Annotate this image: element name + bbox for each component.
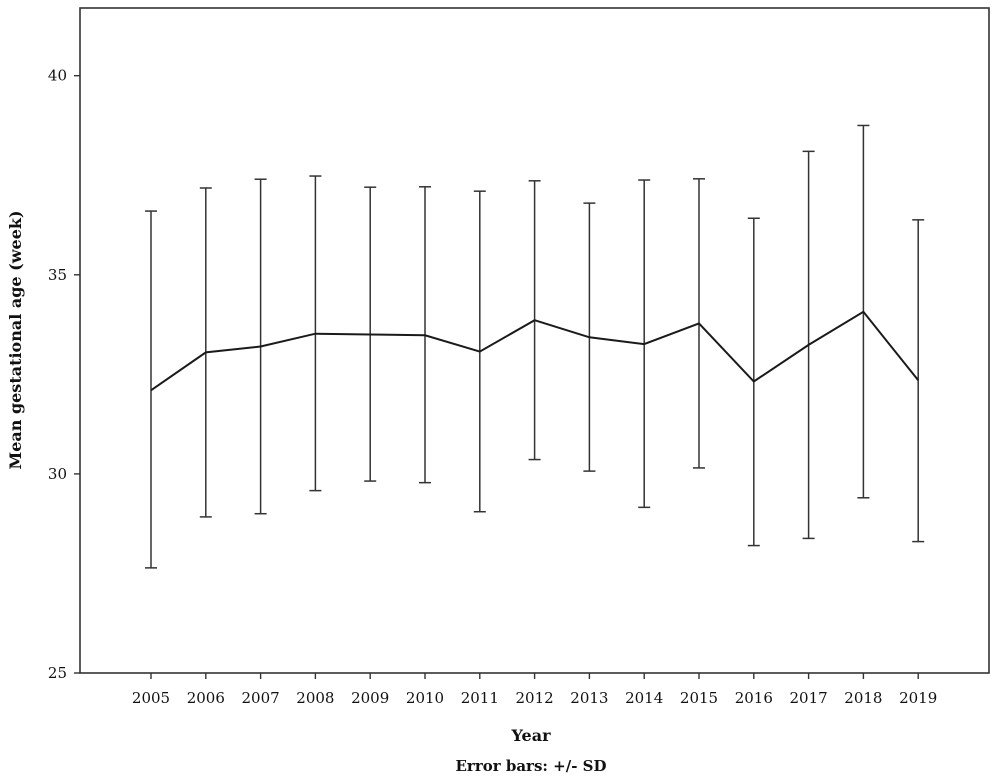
x-tick-label: 2015 <box>680 689 718 707</box>
series-line <box>150 310 919 392</box>
x-tick-label: 2005 <box>132 689 170 707</box>
x-tick-label: 2014 <box>625 689 663 707</box>
x-tick-label: 2017 <box>790 689 828 707</box>
x-tick-label: 2008 <box>296 689 334 707</box>
y-axis-title: Mean gestational age (week) <box>6 210 25 469</box>
y-tick-label: 30 <box>48 465 67 483</box>
y-tick-label: 35 <box>48 266 67 284</box>
y-tick-label: 40 <box>48 67 67 85</box>
x-axis: 2005 2006 2007 2008 2009 2010 2011 2012 2013 2014… <box>132 673 937 707</box>
error-bar <box>912 219 925 543</box>
x-tick-label: 2019 <box>899 689 937 707</box>
x-tick-label: 2011 <box>461 689 499 707</box>
x-tick-label: 2010 <box>406 689 444 707</box>
x-tick-label: 2012 <box>516 689 554 707</box>
x-axis-title: Year <box>510 726 551 745</box>
y-axis: 25 30 35 40 <box>48 67 80 682</box>
x-tick-label: 2009 <box>351 689 389 707</box>
error-bar-note: Error bars: +/- SD <box>455 757 606 775</box>
x-tick-label: 2006 <box>187 689 225 707</box>
x-tick-label: 2018 <box>844 689 882 707</box>
x-tick-label: 2007 <box>242 689 280 707</box>
x-tick-label: 2013 <box>570 689 608 707</box>
x-tick-label: 2016 <box>735 689 773 707</box>
y-tick-label: 25 <box>48 664 67 682</box>
